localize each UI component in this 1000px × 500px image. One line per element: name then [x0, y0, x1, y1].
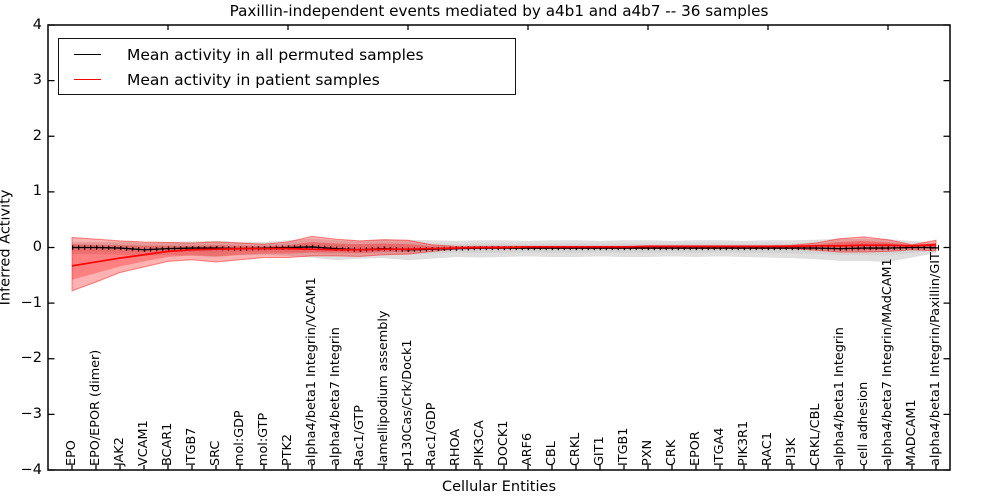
x-tick-label: CBL — [544, 441, 559, 466]
patient-band-inner — [72, 240, 936, 280]
x-axis-label: Cellular Entities — [441, 479, 557, 495]
x-tick-label: cell adhesion — [856, 381, 871, 466]
x-tick-label: JAK2 — [112, 437, 127, 466]
x-tick-label: alpha4/beta1 Integrin — [832, 327, 847, 466]
legend-label-patient: Mean activity in patient samples — [127, 70, 380, 89]
x-tick-label: alpha4/beta7 Integrin — [328, 327, 343, 466]
x-tick-label: BCAR1 — [160, 422, 175, 466]
x-tick-label: CRKL — [568, 432, 583, 466]
x-tick-label: EPOR — [688, 431, 703, 466]
y-tick-label: 3 — [32, 72, 42, 89]
legend-label-permuted: Mean activity in all permuted samples — [127, 45, 424, 64]
x-tick-label: GIT1 — [592, 436, 607, 466]
x-tick-label: PI3K — [784, 437, 799, 466]
y-tick-label: −2 — [20, 350, 42, 367]
x-tick-label: EPO/EPOR (dimer) — [88, 349, 103, 466]
x-tick-label: ITGB7 — [184, 427, 199, 466]
x-tick-label: PTK2 — [280, 433, 295, 466]
legend-entry-permuted: Mean activity in all permuted samples — [59, 42, 515, 67]
x-tick-label: Rac1/GTP — [352, 405, 367, 466]
y-tick-label: −4 — [20, 461, 42, 478]
x-tick-label: alpha4/beta7 Integrin/MAdCAM1 — [880, 258, 895, 466]
x-tick-label: ITGA4 — [712, 427, 727, 466]
legend-box: Mean activity in all permuted samples Me… — [58, 38, 516, 95]
x-tick-label: alpha4/beta1 Integrin/VCAM1 — [304, 277, 319, 466]
chart-title: Paxillin-independent events mediated by … — [229, 2, 769, 20]
x-tick-label: PIK3CA — [472, 420, 487, 466]
x-tick-label: CRKL/CBL — [808, 403, 823, 466]
patient-line-swatch — [74, 79, 101, 80]
x-tick-label: RAC1 — [760, 432, 775, 466]
patient-mean-line — [71, 243, 937, 267]
x-tick-label: SRC — [208, 440, 223, 466]
y-tick-label: −3 — [20, 405, 42, 422]
axis-ticks — [48, 24, 950, 471]
y-tick-label: −1 — [20, 294, 42, 311]
legend-entry-patient: Mean activity in patient samples — [59, 67, 515, 92]
x-tick-label: EPO — [64, 440, 79, 466]
x-tick-label: ITGB1 — [616, 427, 631, 466]
y-tick-label: 1 — [32, 183, 42, 200]
x-tick-label: MADCAM1 — [904, 399, 919, 466]
x-tick-label: PIK3R1 — [736, 420, 751, 466]
x-tick-label: RHOA — [448, 428, 463, 466]
x-tick-label: DOCK1 — [496, 420, 511, 466]
x-tick-label: Rac1/GDP — [424, 402, 439, 466]
x-tick-label: ARF6 — [520, 432, 535, 466]
x-tick-label: alpha4/beta1 Integrin/Paxillin/GIT1 — [928, 244, 943, 466]
permuted-band-outer — [72, 238, 936, 262]
y-tick-label: 0 — [32, 239, 42, 255]
x-tick-label: mol:GDP — [232, 410, 247, 466]
permuted-line-swatch — [74, 54, 101, 55]
x-tick-label: mol:GTP — [256, 412, 271, 466]
x-tick-label: VCAM1 — [136, 420, 151, 466]
x-tick-label: CRK — [664, 439, 679, 466]
x-tick-label: p130Cas/Crk/Dock1 — [400, 339, 415, 467]
y-tick-label: 4 — [32, 16, 42, 33]
x-tick-label: PXN — [640, 439, 655, 466]
patient-band-outer — [71, 235, 937, 292]
x-tick-label: lamellipodium assembly — [376, 310, 391, 466]
y-tick-label: 2 — [32, 127, 42, 144]
